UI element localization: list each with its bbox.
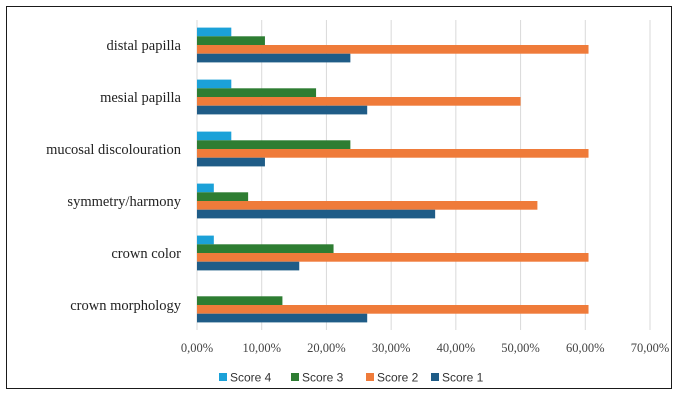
bar-score-3 xyxy=(197,140,351,149)
bar-score-1 xyxy=(197,53,351,63)
bar-score-1 xyxy=(197,105,368,115)
category-label: mesial papilla xyxy=(100,90,181,106)
legend: Score 4 Score 3 Score 2 Score 1 xyxy=(219,371,484,385)
category-label: mucosal discolouration xyxy=(46,142,182,158)
x-tick-label: 10,00% xyxy=(242,341,281,355)
bar-score-1 xyxy=(197,313,368,323)
x-tick-label: 40,00% xyxy=(437,341,476,355)
legend-swatch xyxy=(431,373,439,381)
bar-score-2 xyxy=(197,305,589,314)
bar-score-2 xyxy=(197,253,589,262)
bar-score-3 xyxy=(197,296,283,305)
bar-score-2 xyxy=(197,97,521,106)
category-label: crown color xyxy=(111,246,181,262)
bar-score-3 xyxy=(197,244,334,253)
bar-score-1 xyxy=(197,261,300,271)
bar-score-4 xyxy=(197,235,214,245)
legend-swatch xyxy=(219,373,227,381)
bar-score-1 xyxy=(197,157,265,167)
bar-score-1 xyxy=(197,209,436,219)
bar-score-3 xyxy=(197,88,317,97)
legend-label: Score 2 xyxy=(377,371,419,385)
bar-score-4 xyxy=(197,131,232,141)
x-tick-label: 30,00% xyxy=(372,341,411,355)
bar-score-2 xyxy=(197,149,589,158)
legend-label: Score 1 xyxy=(442,371,484,385)
gridlines xyxy=(196,20,651,330)
category-labels: distal papilla mesial papilla mucosal disc… xyxy=(46,38,182,314)
legend-label: Score 3 xyxy=(302,371,344,385)
x-tick-label: 50,00% xyxy=(501,341,540,355)
bar-score-4 xyxy=(197,27,232,37)
bar-score-4 xyxy=(197,183,214,193)
bar-score-3 xyxy=(197,192,249,201)
bar-score-2 xyxy=(197,201,538,210)
category-label: crown morphology xyxy=(70,298,181,314)
legend-swatch xyxy=(366,373,374,381)
chart-frame xyxy=(6,6,672,389)
x-tick-label: 70,00% xyxy=(631,341,670,355)
bars xyxy=(197,27,589,323)
category-label: distal papilla xyxy=(107,38,182,54)
x-tick-labels: 0,00% 10,00% 20,00% 30,00% 40,00% 50,00% 60,00… xyxy=(181,341,669,355)
x-tick-label: 0,00% xyxy=(181,341,213,355)
x-tick-label: 20,00% xyxy=(307,341,346,355)
legend-label: Score 4 xyxy=(230,371,272,385)
legend-swatch xyxy=(291,373,299,381)
bar-score-4 xyxy=(197,79,232,89)
bar-score-2 xyxy=(197,45,589,54)
category-label: symmetry/harmony xyxy=(67,194,181,210)
bar-score-3 xyxy=(197,36,265,45)
x-tick-label: 60,00% xyxy=(566,341,605,355)
